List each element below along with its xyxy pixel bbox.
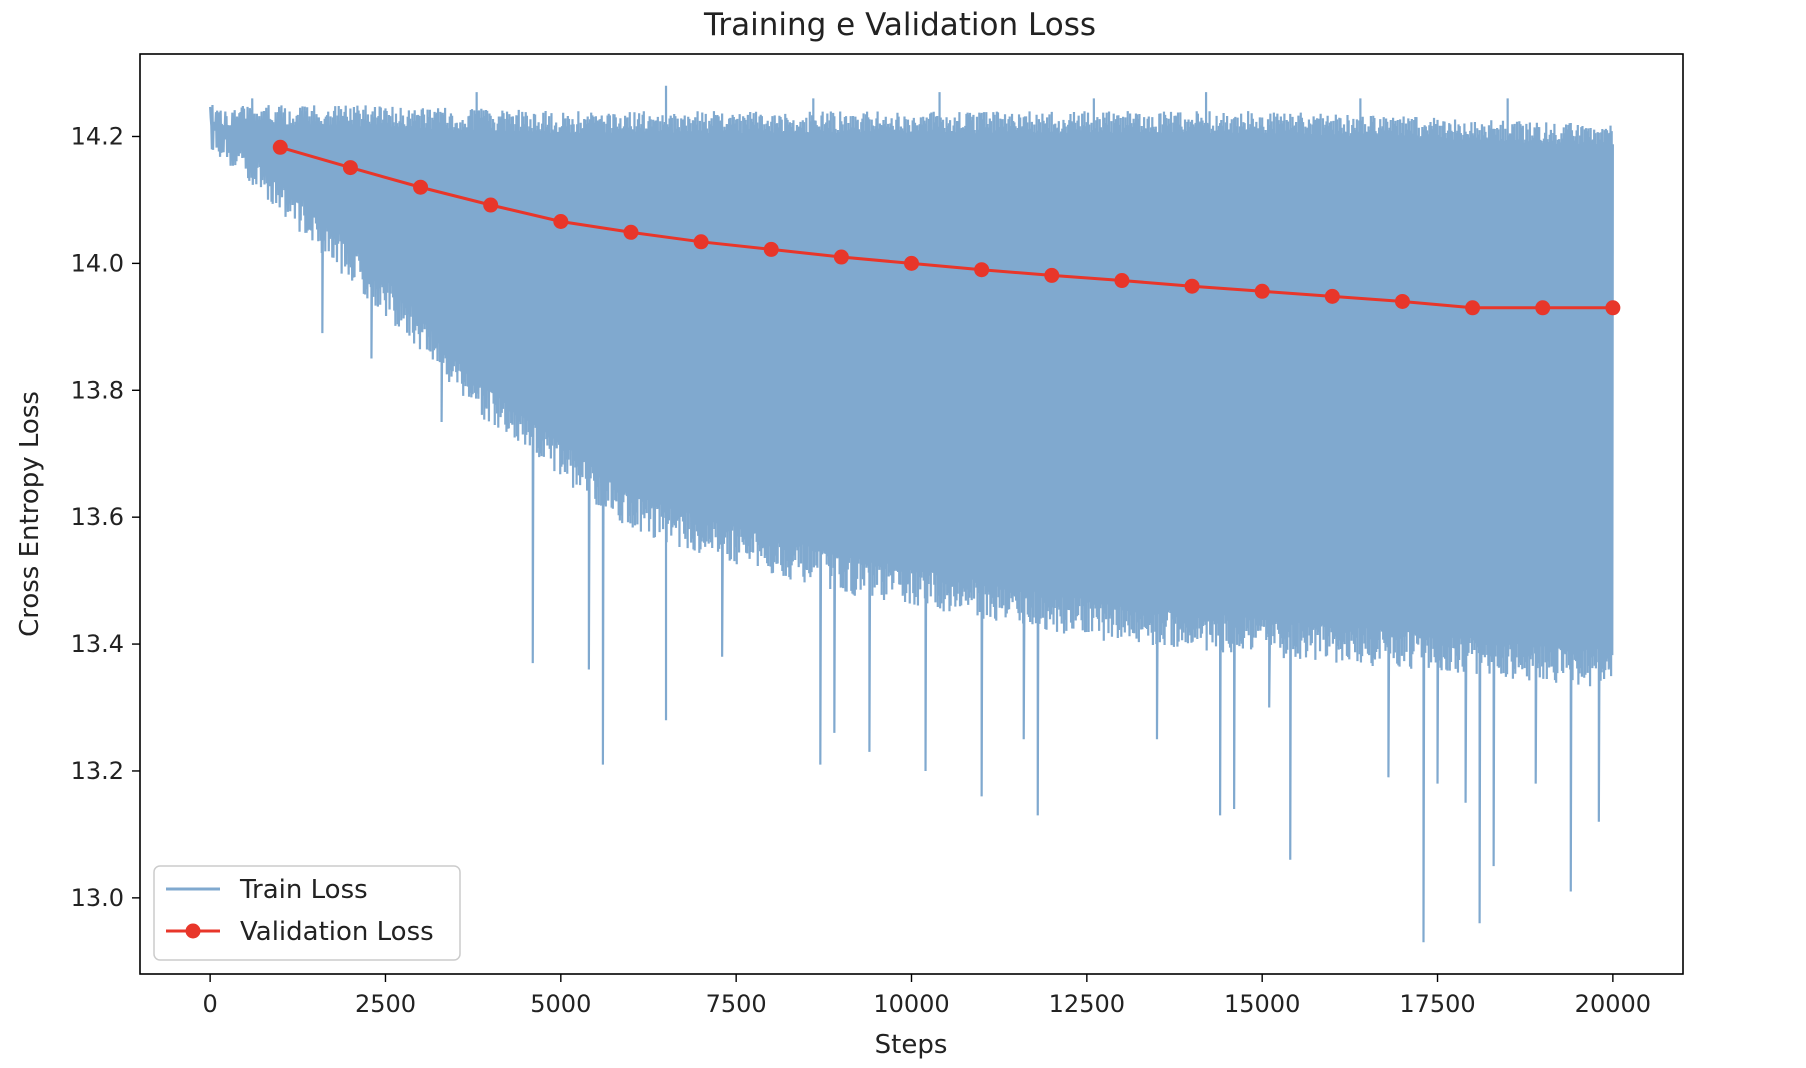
validation-loss-point [1535, 300, 1551, 316]
legend-validation-loss-marker [185, 923, 201, 939]
validation-loss-point [1465, 300, 1481, 316]
x-tick-label: 15000 [1224, 990, 1300, 1018]
legend-validation-loss-label: Validation Loss [240, 917, 434, 947]
validation-loss-point [553, 214, 569, 229]
validation-loss-point [1184, 278, 1200, 294]
validation-loss-point [904, 255, 919, 271]
plot-area [209, 85, 1621, 943]
validation-loss-point [483, 197, 499, 213]
x-tick-label: 17500 [1399, 990, 1475, 1018]
x-tick-label: 10000 [873, 990, 949, 1018]
validation-loss-point [272, 139, 288, 155]
validation-loss-point [1324, 288, 1340, 304]
x-tick-label: 7500 [706, 990, 767, 1018]
x-tick-label: 20000 [1575, 990, 1651, 1018]
axes: 0 2500 5000 7500 10000 12500 15000 17500 20000 13… [71, 122, 1651, 1018]
legend-train-loss-label: Train Loss [239, 875, 368, 905]
validation-loss-line [279, 145, 1613, 310]
validation-loss-point [1044, 267, 1060, 283]
validation-loss-point [763, 241, 779, 257]
validation-loss-point [974, 262, 990, 278]
y-tick-label: 13.0 [71, 884, 124, 912]
validation-loss-point [1394, 293, 1410, 309]
y-tick-label: 13.6 [71, 503, 124, 531]
validation-loss-point [1605, 300, 1621, 316]
legend: Train Loss Validation Loss [153, 865, 461, 961]
y-tick-label: 14.2 [71, 122, 124, 150]
y-tick-label: 13.4 [71, 630, 124, 658]
validation-loss-point [623, 224, 639, 240]
y-tick-label: 14.0 [71, 249, 124, 277]
x-tick-label: 2500 [355, 990, 416, 1018]
validation-loss-point [833, 249, 849, 265]
validation-loss-point [1114, 273, 1130, 289]
chart-title: Training e Validation Loss [703, 7, 1096, 43]
train-loss-line [209, 85, 1614, 943]
legend-box [153, 865, 461, 961]
validation-loss-point [693, 234, 709, 250]
x-tick-label: 5000 [530, 990, 591, 1018]
y-tick-label: 13.2 [71, 757, 124, 785]
x-tick-label: 0 [202, 990, 217, 1018]
y-axis-label: Cross Entropy Loss [15, 391, 45, 637]
validation-loss-point [413, 179, 429, 195]
validation-loss-point [342, 160, 358, 176]
y-tick-label: 13.8 [71, 376, 124, 404]
x-tick-label: 12500 [1049, 990, 1125, 1018]
x-axis-label: Steps [875, 1030, 948, 1060]
validation-loss-point [1254, 283, 1270, 299]
